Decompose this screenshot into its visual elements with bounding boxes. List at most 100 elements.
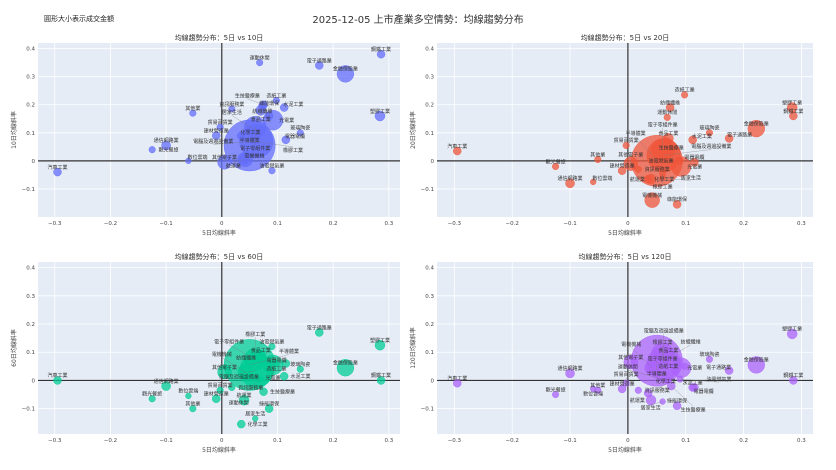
bubble-point (148, 395, 156, 403)
point-label: 其他電子業 (618, 151, 643, 158)
x-tick-label: −0.3 (448, 438, 462, 444)
subplot-y120: −0.3 −0.2 −0.1 0 0.1 0.2 0.3 −0.1 0 0.1 0.2 0.3 0.4 均… (409, 252, 813, 454)
point-label: 數位雲端 (592, 175, 612, 182)
point-label: 食品工業 (251, 116, 271, 123)
point-label: 化學工業 (656, 378, 676, 385)
point-label: 鋼鐵工業 (371, 372, 391, 379)
y-tick-label: 0.1 (26, 131, 35, 137)
x-tick-label: −0.1 (159, 221, 172, 227)
point-label: 金融保險業 (333, 66, 358, 73)
label-leader-line (635, 136, 657, 161)
bubble-point (374, 110, 386, 122)
bubble-point (453, 379, 462, 388)
bubble-point (374, 339, 386, 351)
point-label: 其他電子業 (212, 364, 237, 371)
point-label: 電器電纜 (684, 154, 704, 161)
bubble-point (272, 360, 280, 368)
point-label: 運動休閒 (618, 364, 638, 371)
label-leader-line (679, 378, 719, 383)
y-tick-label: 0.1 (425, 350, 434, 356)
point-label: 電腦及週邊設備業 (193, 138, 233, 145)
point-label: 玻璃陶瓷 (699, 351, 719, 358)
point-label: 生技醫療業 (659, 144, 684, 151)
point-label: 紡織纖維 (252, 108, 272, 115)
x-axis-title: 5日均線斜率 (202, 229, 236, 237)
x-axis-title: 5日均線斜率 (608, 446, 642, 454)
x-axis-title: 5日均線斜率 (202, 446, 236, 454)
bubble-point (216, 386, 224, 394)
point-label: 水泥工業 (683, 379, 703, 386)
point-label: 綠能環保 (667, 196, 687, 203)
point-label: 居家生活 (681, 175, 701, 182)
point-label: 電腦及週邊設備業 (644, 327, 684, 334)
bubble-point (676, 157, 684, 165)
point-label: 航運業 (226, 163, 241, 170)
x-tick-label: −0.3 (448, 221, 462, 227)
point-label: 光電業 (687, 365, 702, 372)
point-label: 航運業 (237, 392, 252, 399)
point-label: 紡織纖維 (681, 338, 701, 345)
y-tick-label: 0 (431, 159, 435, 165)
bubble-point (256, 59, 264, 67)
y-tick-label: 0.2 (425, 103, 434, 109)
bubble-point (672, 200, 682, 209)
point-label: 食品工業 (251, 347, 271, 354)
x-tick-label: −0.2 (104, 221, 117, 227)
point-label: 造紙工業 (266, 365, 286, 372)
bubble-point (279, 371, 289, 381)
y-tick-label: 0.2 (26, 322, 35, 328)
point-label: 半導體業 (626, 130, 646, 137)
y-tick-label: 0.4 (26, 47, 35, 53)
point-label: 電子通路業 (727, 132, 752, 139)
y-tick-label: −0.1 (421, 407, 434, 413)
point-label: 光電業 (266, 375, 281, 382)
point-label: 其他業 (185, 400, 200, 407)
bubble-point (281, 359, 291, 368)
point-label: 油電燃氣業 (648, 158, 673, 165)
bubble-point (594, 155, 602, 163)
point-label: 光電業 (687, 163, 702, 170)
bubble-point (237, 419, 246, 429)
subplot-y10: −0.3 −0.2 −0.1 0 0.1 0.2 0.3 −0.1 0 0.1 0.2 0.3 0.4 均… (10, 33, 400, 237)
bubble-point (296, 129, 304, 137)
x-tick-label: 0 (220, 438, 224, 444)
bubble-point (217, 364, 232, 380)
point-label: 鋼鐵工業 (783, 108, 803, 115)
label-leader-line (247, 98, 264, 105)
x-tick-label: 0.2 (329, 221, 338, 227)
bubble-size-note: 圓形大小表示成交金額 (44, 15, 114, 23)
x-tick-label: −0.3 (48, 221, 62, 227)
page-title: 2025-12-05 上市產業多空情勢：均線趨勢分布 (312, 15, 524, 26)
subplot-title: 均線趨勢分布：5日 vs 20日 (581, 33, 670, 42)
point-label: 其他電子業 (212, 154, 237, 161)
point-label: 綠能環保 (667, 398, 687, 405)
bubble-point (623, 354, 638, 370)
point-label: 資訊服務業 (645, 166, 670, 173)
label-leader-line (627, 369, 668, 381)
point-label: 觀光餐旅 (546, 158, 566, 165)
bubble-point (281, 135, 291, 145)
point-label: 油電燃氣業 (259, 338, 284, 345)
point-label: 貿易百貨業 (208, 382, 233, 389)
point-label: 電機機械 (212, 351, 232, 358)
point-label: 汽車工業 (47, 372, 67, 379)
bubble-point (552, 391, 560, 399)
bubble-point (681, 91, 689, 99)
bubble-point (315, 328, 324, 337)
bubble-point (705, 129, 713, 137)
x-tick-label: 0.2 (739, 221, 748, 227)
point-label: 觀光餐旅 (158, 146, 178, 153)
point-label: 油電燃氣業 (259, 162, 284, 169)
bubble-point (690, 158, 699, 167)
bubble-point (228, 105, 236, 113)
point-label: 化學工業 (654, 176, 674, 183)
y-tick-label: 0.3 (26, 75, 35, 81)
label-leader-line (249, 354, 290, 366)
subplot-y60: −0.3 −0.2 −0.1 0 0.1 0.2 0.3 −0.1 0 0.1 0.2 0.3 0.4 均… (10, 252, 400, 454)
point-label: 汽車工業 (447, 375, 467, 382)
bubble-point (690, 383, 699, 392)
x-tick-label: 0 (626, 438, 630, 444)
point-label: 數位雲端 (583, 391, 603, 398)
